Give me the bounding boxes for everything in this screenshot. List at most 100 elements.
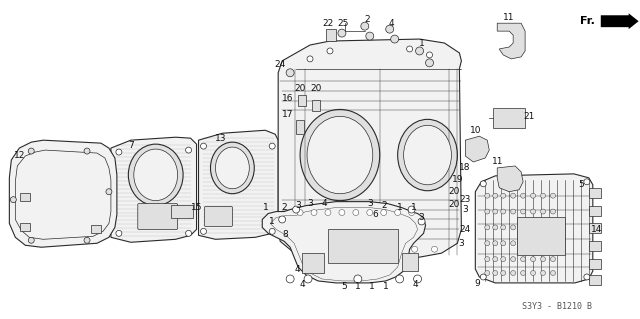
Circle shape (484, 225, 490, 230)
Circle shape (297, 210, 303, 216)
Text: 1: 1 (419, 39, 424, 48)
Circle shape (531, 257, 536, 262)
Circle shape (286, 69, 294, 77)
Text: 13: 13 (214, 134, 226, 143)
Circle shape (312, 246, 318, 252)
Circle shape (520, 209, 525, 214)
Text: 3: 3 (419, 213, 424, 222)
Circle shape (531, 241, 536, 246)
Text: 20: 20 (449, 187, 460, 196)
Circle shape (550, 257, 556, 262)
Circle shape (269, 143, 275, 149)
Circle shape (116, 230, 122, 236)
Circle shape (338, 29, 346, 37)
Circle shape (415, 47, 424, 55)
Text: 1: 1 (355, 282, 361, 291)
Circle shape (484, 209, 490, 214)
Circle shape (520, 271, 525, 276)
Circle shape (200, 228, 207, 234)
Text: 18: 18 (459, 163, 470, 173)
Circle shape (366, 32, 374, 40)
Circle shape (353, 210, 359, 216)
Circle shape (367, 210, 372, 216)
Circle shape (269, 228, 275, 234)
Text: 4: 4 (413, 280, 419, 289)
Circle shape (361, 22, 369, 30)
Text: 4: 4 (321, 199, 327, 208)
Bar (402, 253, 417, 271)
Text: 3: 3 (367, 199, 372, 208)
Circle shape (381, 210, 387, 216)
Circle shape (484, 241, 490, 246)
Circle shape (28, 148, 35, 154)
Circle shape (408, 210, 415, 216)
Ellipse shape (216, 147, 250, 189)
Text: 3: 3 (307, 199, 313, 208)
Circle shape (484, 193, 490, 198)
Polygon shape (278, 39, 461, 257)
Circle shape (186, 147, 191, 153)
Text: 5: 5 (578, 180, 584, 189)
Circle shape (116, 149, 122, 155)
Circle shape (84, 237, 90, 243)
Circle shape (493, 209, 498, 214)
Ellipse shape (397, 119, 458, 191)
Circle shape (327, 246, 333, 252)
Circle shape (500, 209, 506, 214)
Polygon shape (465, 136, 489, 162)
Circle shape (412, 246, 417, 252)
Bar (298, 94, 306, 107)
FancyArrow shape (601, 13, 639, 29)
Circle shape (584, 274, 590, 280)
Circle shape (484, 271, 490, 276)
Circle shape (511, 241, 516, 246)
Text: 22: 22 (323, 19, 333, 28)
Bar (589, 259, 601, 269)
Circle shape (550, 225, 556, 230)
Text: 4: 4 (294, 264, 300, 273)
Text: 11: 11 (504, 13, 515, 22)
Circle shape (480, 274, 486, 280)
Text: 1: 1 (369, 282, 374, 291)
Circle shape (413, 275, 422, 283)
Circle shape (200, 143, 207, 149)
Text: 2: 2 (381, 201, 387, 210)
Circle shape (304, 275, 312, 283)
Circle shape (426, 52, 433, 58)
Circle shape (584, 179, 590, 185)
Circle shape (531, 193, 536, 198)
Text: S3Y3 - B1210 B: S3Y3 - B1210 B (522, 302, 592, 311)
Circle shape (395, 210, 401, 216)
Circle shape (541, 241, 545, 246)
Circle shape (520, 257, 525, 262)
Text: 19: 19 (452, 175, 463, 184)
Text: 14: 14 (591, 225, 602, 234)
Circle shape (520, 193, 525, 198)
Circle shape (531, 225, 536, 230)
Circle shape (292, 206, 300, 213)
Circle shape (84, 148, 90, 154)
Text: 4: 4 (389, 19, 394, 28)
Text: 10: 10 (470, 126, 481, 135)
Text: 20: 20 (294, 84, 306, 93)
Bar (517, 218, 565, 255)
Text: 16: 16 (282, 94, 294, 103)
Bar (589, 188, 601, 198)
Bar (296, 120, 304, 134)
Text: 1: 1 (269, 217, 275, 226)
Polygon shape (198, 130, 278, 239)
Circle shape (520, 241, 525, 246)
Bar (312, 100, 320, 111)
Bar (302, 253, 324, 273)
Text: 11: 11 (492, 158, 503, 167)
Text: 20: 20 (310, 84, 322, 93)
Text: 6: 6 (372, 210, 378, 219)
Text: Fr.: Fr. (580, 16, 595, 26)
Circle shape (339, 210, 345, 216)
Circle shape (511, 271, 516, 276)
Circle shape (541, 257, 545, 262)
Circle shape (493, 193, 498, 198)
Text: 21: 21 (524, 112, 535, 121)
Circle shape (10, 197, 17, 203)
Bar (20, 193, 30, 201)
